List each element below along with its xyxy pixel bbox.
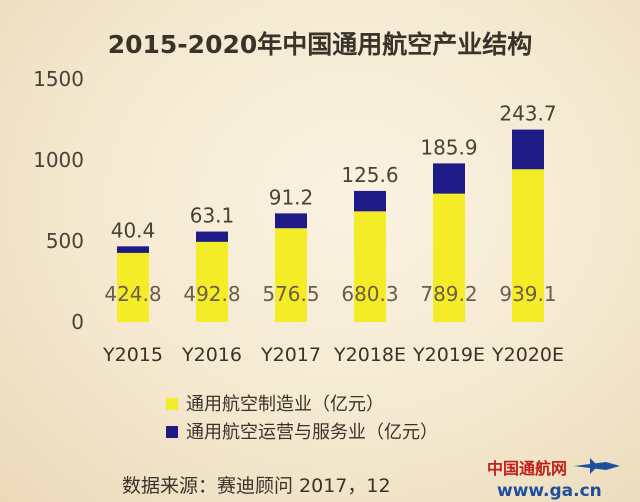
bar-manufacturing-y2020e <box>512 169 544 322</box>
bar-series: 40.4 424.8 63.1 492.8 91.2 576.5 125.6 680.3 185… <box>104 102 557 322</box>
data-label-operations-y2020e: 243.7 <box>499 102 556 126</box>
data-label-manufacturing-y2015: 424.8 <box>104 282 161 306</box>
data-label-operations-y2018e: 125.6 <box>341 163 398 187</box>
data-label-manufacturing-y2019e: 789.2 <box>420 282 477 306</box>
bar-manufacturing-y2015 <box>117 252 149 322</box>
data-label-manufacturing-y2018e: 680.3 <box>341 282 398 306</box>
data-label-manufacturing-y2016: 492.8 <box>183 282 240 306</box>
y-axis: 0 500 1000 1500 <box>33 67 84 334</box>
bar-operations-y2016 <box>196 231 228 242</box>
x-tick-label-y2016: Y2016 <box>181 344 242 366</box>
y-tick-label: 1500 <box>33 67 84 91</box>
bar-operations-y2015 <box>117 246 149 253</box>
x-tick-label-y2017: Y2017 <box>260 344 321 366</box>
airplane-logo-icon <box>574 458 620 474</box>
x-axis: Y2015 Y2016 Y2017 Y2018E Y2019E Y2020E <box>102 344 564 366</box>
watermark: 中国通航网 www.ga.cn <box>487 458 620 501</box>
data-label-operations-y2016: 63.1 <box>190 204 235 228</box>
legend-label-manufacturing: 通用航空制造业（亿元） <box>186 394 384 415</box>
watermark-brand: 中国通航网 <box>487 459 567 478</box>
legend-label-operations: 通用航空运营与服务业（亿元） <box>186 422 438 443</box>
data-source-note: 数据来源：赛迪顾问 2017，12 <box>122 475 391 497</box>
data-label-manufacturing-y2017: 576.5 <box>262 282 319 306</box>
x-tick-label-y2020e: Y2020E <box>491 344 564 366</box>
chart-title: 2015-2020年中国通用航空产业结构 <box>108 30 533 59</box>
legend-swatch-manufacturing <box>166 398 178 410</box>
bar-manufacturing-y2018e <box>354 211 386 322</box>
data-label-operations-y2019e: 185.9 <box>420 135 477 159</box>
data-label-manufacturing-y2020e: 939.1 <box>499 282 556 306</box>
bar-manufacturing-y2017 <box>275 228 307 322</box>
bar-manufacturing-y2019e <box>433 193 465 322</box>
legend: 通用航空制造业（亿元） 通用航空运营与服务业（亿元） <box>166 394 438 443</box>
watermark-url: www.ga.cn <box>497 481 602 501</box>
data-label-operations-y2017: 91.2 <box>269 185 314 209</box>
y-tick-label: 0 <box>71 310 84 334</box>
data-label-operations-y2015: 40.4 <box>111 218 156 242</box>
x-tick-label-y2018e: Y2018E <box>333 344 406 366</box>
x-tick-label-y2019e: Y2019E <box>412 344 485 366</box>
bar-operations-y2020e <box>512 129 544 170</box>
legend-swatch-operations <box>166 426 178 438</box>
bar-manufacturing-y2016 <box>196 241 228 322</box>
bar-operations-y2019e <box>433 163 465 194</box>
bar-operations-y2018e <box>354 190 386 212</box>
bar-operations-y2017 <box>275 213 307 229</box>
y-tick-label: 500 <box>46 229 84 253</box>
x-tick-label-y2015: Y2015 <box>102 344 163 366</box>
y-tick-label: 1000 <box>33 148 84 172</box>
